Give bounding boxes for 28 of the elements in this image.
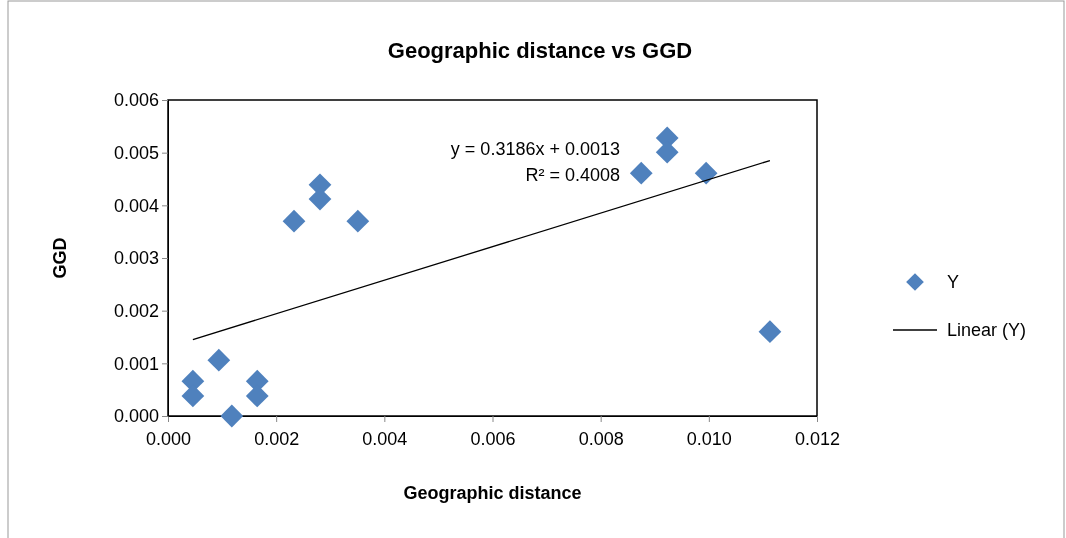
y-tick-label: 0.000	[113, 406, 159, 427]
point	[207, 348, 231, 372]
x-axis-title: Geographic distance	[403, 483, 582, 503]
legend-label: Linear (Y)	[947, 320, 1027, 340]
point	[282, 209, 306, 233]
x-tick-label: 0.004	[362, 428, 408, 449]
y-tick-label: 0.001	[113, 353, 159, 374]
annotation: R² = 0.4008	[525, 165, 620, 185]
chart-title: Geographic distance vs GGD	[387, 38, 693, 63]
point	[758, 320, 782, 344]
annotation: y = 0.3186x + 0.0013	[450, 139, 620, 159]
x-tick-label: 0.000	[145, 428, 192, 449]
x-tick-label: 0.012	[794, 428, 841, 449]
y-tick-label: 0.003	[113, 248, 159, 269]
point	[629, 161, 653, 185]
x-tick-label: 0.006	[470, 428, 516, 449]
y-tick-label: 0.004	[113, 195, 159, 216]
point	[694, 161, 718, 185]
x-tick-label: 0.008	[578, 428, 624, 449]
point	[346, 209, 370, 233]
y-tick-label: 0.006	[113, 90, 159, 111]
y-tick-label: 0.005	[113, 142, 159, 163]
x-tick-label: 0.002	[254, 428, 300, 449]
y-tick-label: 0.002	[113, 300, 159, 321]
x-tick-label: 0.010	[686, 428, 732, 449]
y-axis-title: GGD	[50, 237, 70, 279]
legend-label: Y	[947, 272, 960, 292]
point	[220, 404, 244, 428]
